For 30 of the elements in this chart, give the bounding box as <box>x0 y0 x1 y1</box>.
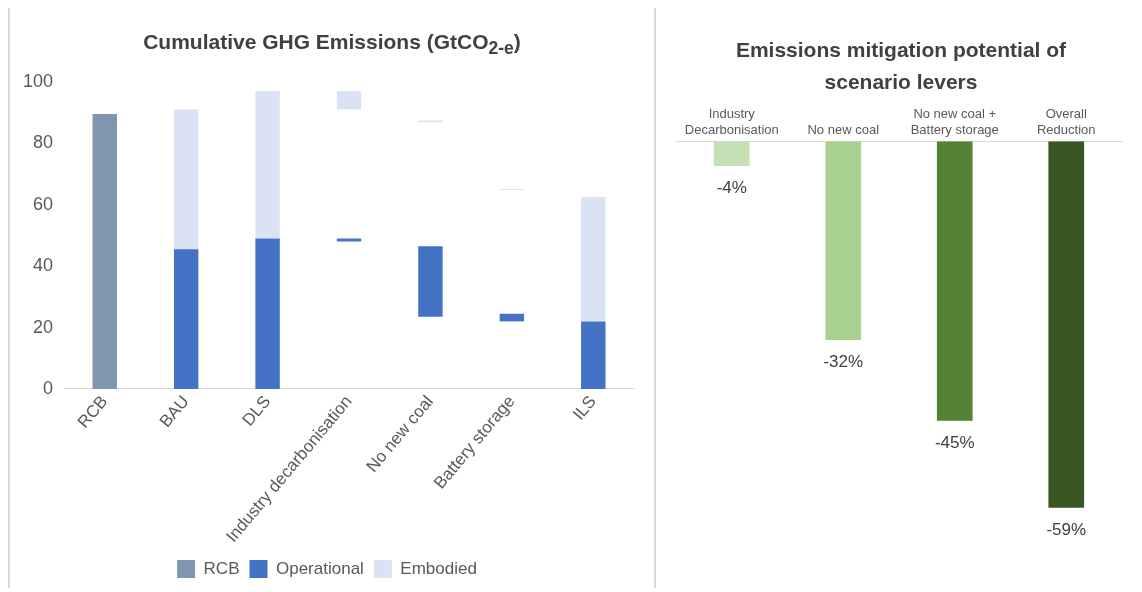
bar <box>173 249 199 390</box>
x-tick-label: No new coal + Battery storage <box>910 106 999 137</box>
data-label: -4% <box>716 178 747 198</box>
data-label: -59% <box>1046 519 1087 539</box>
y-tick-label: 0 <box>43 378 54 399</box>
chart-title: Cumulative GHG Emissions (GtCO$_{2-e}$) <box>142 29 522 61</box>
x-tick-label: Overall Reduction <box>1036 106 1096 137</box>
y-tick-label: 80 <box>33 132 54 153</box>
chart-title: Emissions mitigation potential of scenario levers <box>734 37 1068 95</box>
bar <box>336 91 362 110</box>
y-tick-label: 20 <box>33 316 54 337</box>
x-tick-label: Industry Decarbonisation <box>684 106 779 137</box>
bar <box>92 114 117 390</box>
bar <box>418 246 443 317</box>
y-tick-label: 100 <box>22 70 54 91</box>
bar <box>255 91 280 239</box>
x-tick-label: ILS <box>569 392 600 424</box>
x-tick-label: No new coal <box>807 121 880 137</box>
y-tick-label: 40 <box>33 255 54 276</box>
legend-label: Embodied <box>400 558 477 578</box>
bar <box>255 238 280 390</box>
legend-label: Operational <box>275 558 364 578</box>
data-label: -45% <box>934 432 975 452</box>
data-label: -32% <box>823 352 864 372</box>
bar <box>581 321 606 390</box>
legend-label: RCB <box>203 558 240 578</box>
bar <box>173 109 199 250</box>
bar <box>581 197 606 322</box>
y-tick-label: 60 <box>33 193 54 214</box>
bar <box>336 238 362 242</box>
